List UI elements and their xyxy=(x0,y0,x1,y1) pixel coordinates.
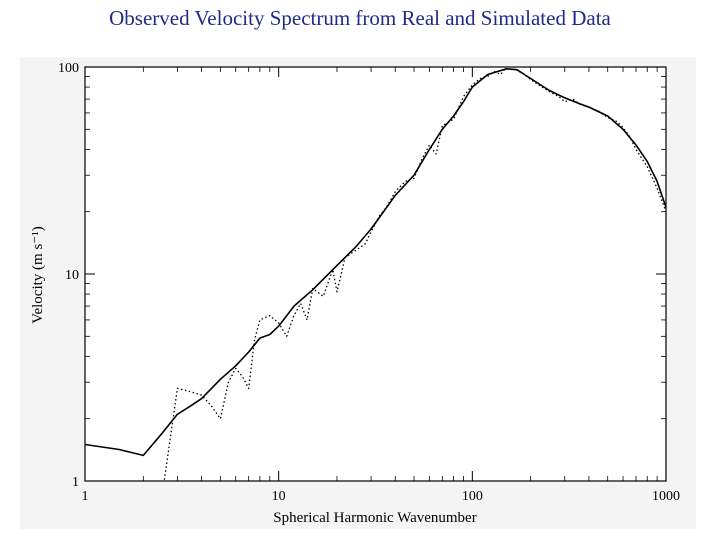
y-axis-label: Velocity (m s⁻¹) xyxy=(30,226,46,323)
x-axis-label: Spherical Harmonic Wavenumber xyxy=(273,510,476,526)
series-line-solid xyxy=(85,68,666,457)
x-tick-label: 10 xyxy=(272,489,286,504)
major-ticks xyxy=(84,66,667,482)
minor-ticks xyxy=(85,67,666,481)
tick-labels: 1 10 100 1000 1 10 100 xyxy=(58,61,680,504)
y-tick-label: 100 xyxy=(58,61,79,76)
series-layer xyxy=(85,67,666,481)
y-tick-label: 1 xyxy=(72,475,79,490)
plot-frame xyxy=(84,66,667,482)
y-tick-label: 10 xyxy=(65,268,79,283)
slide-title: Observed Velocity Spectrum from Real and… xyxy=(109,6,611,30)
axes-frame xyxy=(84,66,667,482)
x-tick-label: 1000 xyxy=(652,489,680,504)
x-tick-label: 1 xyxy=(82,489,89,504)
series-line-dotted xyxy=(163,67,666,481)
x-tick-label: 100 xyxy=(462,489,483,504)
